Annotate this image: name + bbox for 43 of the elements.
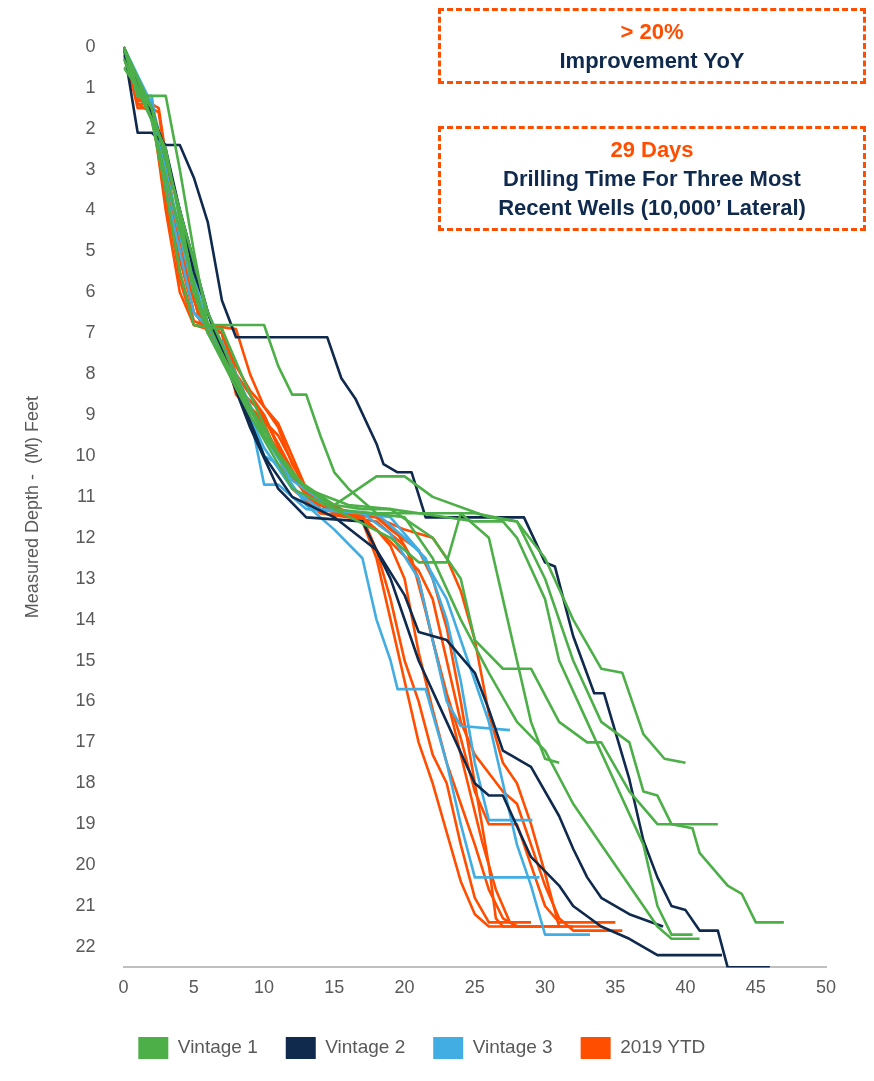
x-tick-label: 30	[535, 977, 556, 998]
y-tick-label: 20	[75, 854, 96, 875]
y-tick-label: 4	[85, 199, 96, 220]
legend-label: Vintage 3	[472, 1036, 553, 1058]
y-tick-label: 15	[75, 649, 96, 670]
y-tick-label: 6	[85, 281, 96, 302]
x-tick-label: 25	[464, 977, 485, 998]
x-tick-label: 40	[675, 977, 696, 998]
y-tick-label: 18	[75, 772, 96, 793]
annotation: Drilling Time For Three Most Recent Wells (10,000’ Lateral)	[497, 165, 807, 222]
y-tick-label: 9	[85, 404, 96, 425]
x-tick-label: 20	[394, 977, 415, 998]
y-tick-label: 8	[85, 363, 96, 384]
y-tick-label: 13	[75, 567, 96, 588]
legend-label: 2019 YTD	[620, 1036, 706, 1058]
x-tick-label: 50	[815, 977, 837, 998]
y-tick-label: 19	[75, 813, 96, 834]
x-tick-label: 0	[118, 977, 129, 998]
x-tick-label: 10	[254, 977, 275, 998]
y-axis-title: Measured Depth - (M) Feet	[21, 396, 42, 619]
x-tick-label: 35	[605, 977, 626, 998]
x-tick-label: 5	[188, 977, 199, 998]
x-tick-label: 15	[324, 977, 345, 998]
annotation: Improvement YoY	[558, 47, 746, 75]
y-tick-label: 1	[85, 76, 96, 97]
y-tick-label: 11	[76, 485, 96, 506]
legend-label: Vintage 2	[325, 1036, 406, 1058]
y-tick-label: 3	[85, 158, 96, 179]
text: > 20%	[619, 18, 685, 46]
y-tick-label: 5	[85, 240, 96, 261]
y-tick-label: 0	[85, 35, 96, 56]
y-tick-label: 17	[75, 731, 96, 752]
y-tick-label: 22	[75, 935, 96, 956]
y-tick-label: 12	[75, 526, 96, 547]
y-tick-label: 7	[85, 322, 96, 343]
y-tick-label: 2	[85, 117, 96, 138]
x-tick-label: 45	[745, 977, 766, 998]
y-tick-label: 21	[75, 895, 96, 915]
legend-label: Vintage 1	[177, 1036, 258, 1058]
y-tick-label: 16	[75, 690, 96, 711]
annotation: 29 Days	[609, 136, 695, 164]
y-tick-label: 10	[75, 444, 96, 465]
y-tick-label: 14	[75, 608, 96, 629]
